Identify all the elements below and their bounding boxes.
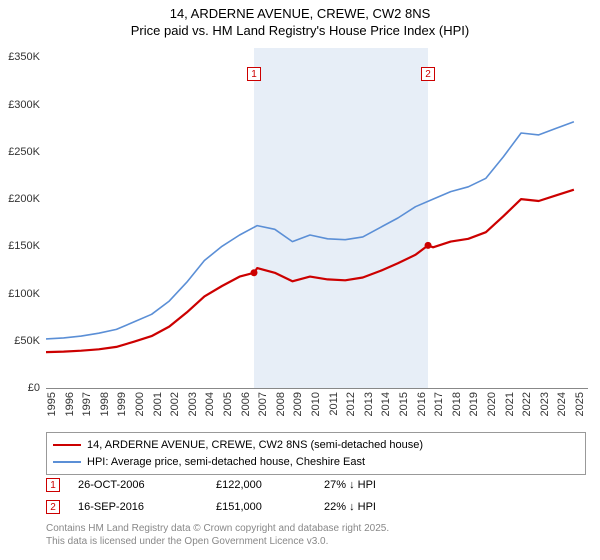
x-tick-label: 2003	[187, 392, 199, 416]
x-tick-label: 2019	[468, 392, 480, 416]
legend-row: HPI: Average price, semi-detached house,…	[53, 454, 579, 471]
x-tick-label: 2013	[363, 392, 375, 416]
sale-point	[425, 242, 432, 249]
title-line1: 14, ARDERNE AVENUE, CREWE, CW2 8NS	[0, 6, 600, 23]
y-tick-label: £0	[28, 382, 40, 394]
x-tick-label: 2009	[292, 392, 304, 416]
legend-label: HPI: Average price, semi-detached house,…	[87, 454, 365, 471]
sale-point	[251, 269, 258, 276]
chart-marker-2: 2	[421, 67, 435, 81]
x-tick-label: 1998	[99, 392, 111, 416]
series-hpi	[46, 122, 574, 339]
chart-area: £0£50K£100K£150K£200K£250K£300K£350K1995…	[46, 48, 588, 388]
chart-lines	[46, 48, 588, 388]
series-price_paid	[46, 190, 574, 352]
marker-date: 26-OCT-2006	[78, 479, 198, 491]
chart-container: 14, ARDERNE AVENUE, CREWE, CW2 8NS Price…	[0, 0, 600, 560]
legend-swatch	[53, 444, 81, 446]
title-line2: Price paid vs. HM Land Registry's House …	[0, 23, 600, 40]
marker-table-row: 2 16-SEP-2016 £151,000 22% ↓ HPI	[46, 496, 424, 518]
footer-line2: This data is licensed under the Open Gov…	[46, 535, 389, 548]
marker-number-box: 2	[46, 500, 60, 514]
x-tick-label: 2024	[556, 392, 568, 416]
x-tick-label: 2025	[574, 392, 586, 416]
x-tick-label: 2020	[486, 392, 498, 416]
marker-table: 1 26-OCT-2006 £122,000 27% ↓ HPI 2 16-SEP-201…	[46, 474, 424, 518]
marker-table-row: 1 26-OCT-2006 £122,000 27% ↓ HPI	[46, 474, 424, 496]
plot-region: £0£50K£100K£150K£200K£250K£300K£350K1995…	[46, 48, 588, 389]
x-tick-label: 1999	[116, 392, 128, 416]
x-tick-label: 2017	[433, 392, 445, 416]
y-tick-label: £350K	[8, 51, 40, 63]
x-tick-label: 2016	[416, 392, 428, 416]
x-tick-label: 2002	[169, 392, 181, 416]
marker-price: £151,000	[216, 501, 306, 513]
x-tick-label: 2023	[539, 392, 551, 416]
marker-date: 16-SEP-2016	[78, 501, 198, 513]
marker-pct: 22% ↓ HPI	[324, 501, 424, 513]
legend-label: 14, ARDERNE AVENUE, CREWE, CW2 8NS (semi…	[87, 437, 423, 454]
y-tick-label: £200K	[8, 193, 40, 205]
x-tick-label: 2021	[504, 392, 516, 416]
x-tick-label: 1997	[81, 392, 93, 416]
footer-line1: Contains HM Land Registry data © Crown c…	[46, 522, 389, 535]
x-tick-label: 2008	[275, 392, 287, 416]
legend-swatch	[53, 461, 81, 463]
legend-row: 14, ARDERNE AVENUE, CREWE, CW2 8NS (semi…	[53, 437, 579, 454]
x-tick-label: 1995	[46, 392, 58, 416]
x-tick-label: 2004	[204, 392, 216, 416]
legend-box: 14, ARDERNE AVENUE, CREWE, CW2 8NS (semi…	[46, 432, 586, 475]
x-tick-label: 2001	[152, 392, 164, 416]
x-tick-label: 2018	[451, 392, 463, 416]
title-block: 14, ARDERNE AVENUE, CREWE, CW2 8NS Price…	[0, 0, 600, 40]
x-tick-label: 2010	[310, 392, 322, 416]
marker-price: £122,000	[216, 479, 306, 491]
x-tick-label: 2011	[328, 392, 340, 416]
x-tick-label: 2006	[240, 392, 252, 416]
x-tick-label: 1996	[64, 392, 76, 416]
y-tick-label: £50K	[14, 335, 40, 347]
x-tick-label: 2000	[134, 392, 146, 416]
x-tick-label: 2007	[257, 392, 269, 416]
x-tick-label: 2014	[380, 392, 392, 416]
marker-pct: 27% ↓ HPI	[324, 479, 424, 491]
y-tick-label: £100K	[8, 288, 40, 300]
x-tick-label: 2022	[521, 392, 533, 416]
x-tick-label: 2015	[398, 392, 410, 416]
y-tick-label: £300K	[8, 99, 40, 111]
y-tick-label: £250K	[8, 146, 40, 158]
x-tick-label: 2005	[222, 392, 234, 416]
y-tick-label: £150K	[8, 240, 40, 252]
marker-number-box: 1	[46, 478, 60, 492]
x-tick-label: 2012	[345, 392, 357, 416]
footer-text: Contains HM Land Registry data © Crown c…	[46, 522, 389, 548]
chart-marker-1: 1	[247, 67, 261, 81]
